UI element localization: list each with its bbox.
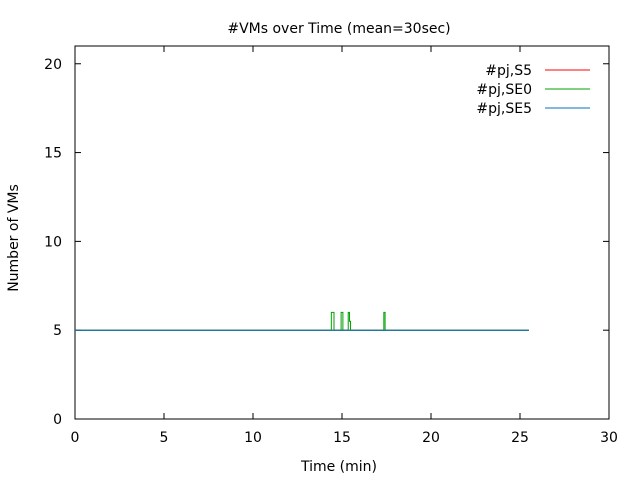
x-tick-label: 10 xyxy=(244,430,262,446)
axis-ticks: 0 5 10 15 20 25 30 0 5 10 15 20 xyxy=(44,46,618,446)
legend-label: #pj,S5 xyxy=(485,63,532,79)
x-tick-label: 25 xyxy=(511,430,529,446)
x-tick-label: 20 xyxy=(422,430,440,446)
series-line xyxy=(75,311,529,331)
chart-title: #VMs over Time (mean=30sec) xyxy=(227,21,450,37)
y-tick-label: 5 xyxy=(53,323,62,339)
legend-label: #pj,SE0 xyxy=(476,82,532,98)
legend: #pj,S5 #pj,SE0 #pj,SE5 xyxy=(476,63,590,117)
legend-label: #pj,SE5 xyxy=(476,101,532,117)
x-tick-label: 30 xyxy=(600,430,618,446)
series-layer xyxy=(75,311,529,331)
y-tick-label: 15 xyxy=(44,146,62,162)
y-axis-label: Number of VMs xyxy=(6,184,22,292)
x-axis-label: Time (min) xyxy=(300,459,377,475)
y-tick-label: 20 xyxy=(44,57,62,73)
y-tick-label: 0 xyxy=(53,412,62,428)
x-tick-label: 0 xyxy=(71,430,80,446)
x-tick-label: 5 xyxy=(160,430,169,446)
x-tick-label: 15 xyxy=(333,430,351,446)
y-tick-label: 10 xyxy=(44,234,62,250)
